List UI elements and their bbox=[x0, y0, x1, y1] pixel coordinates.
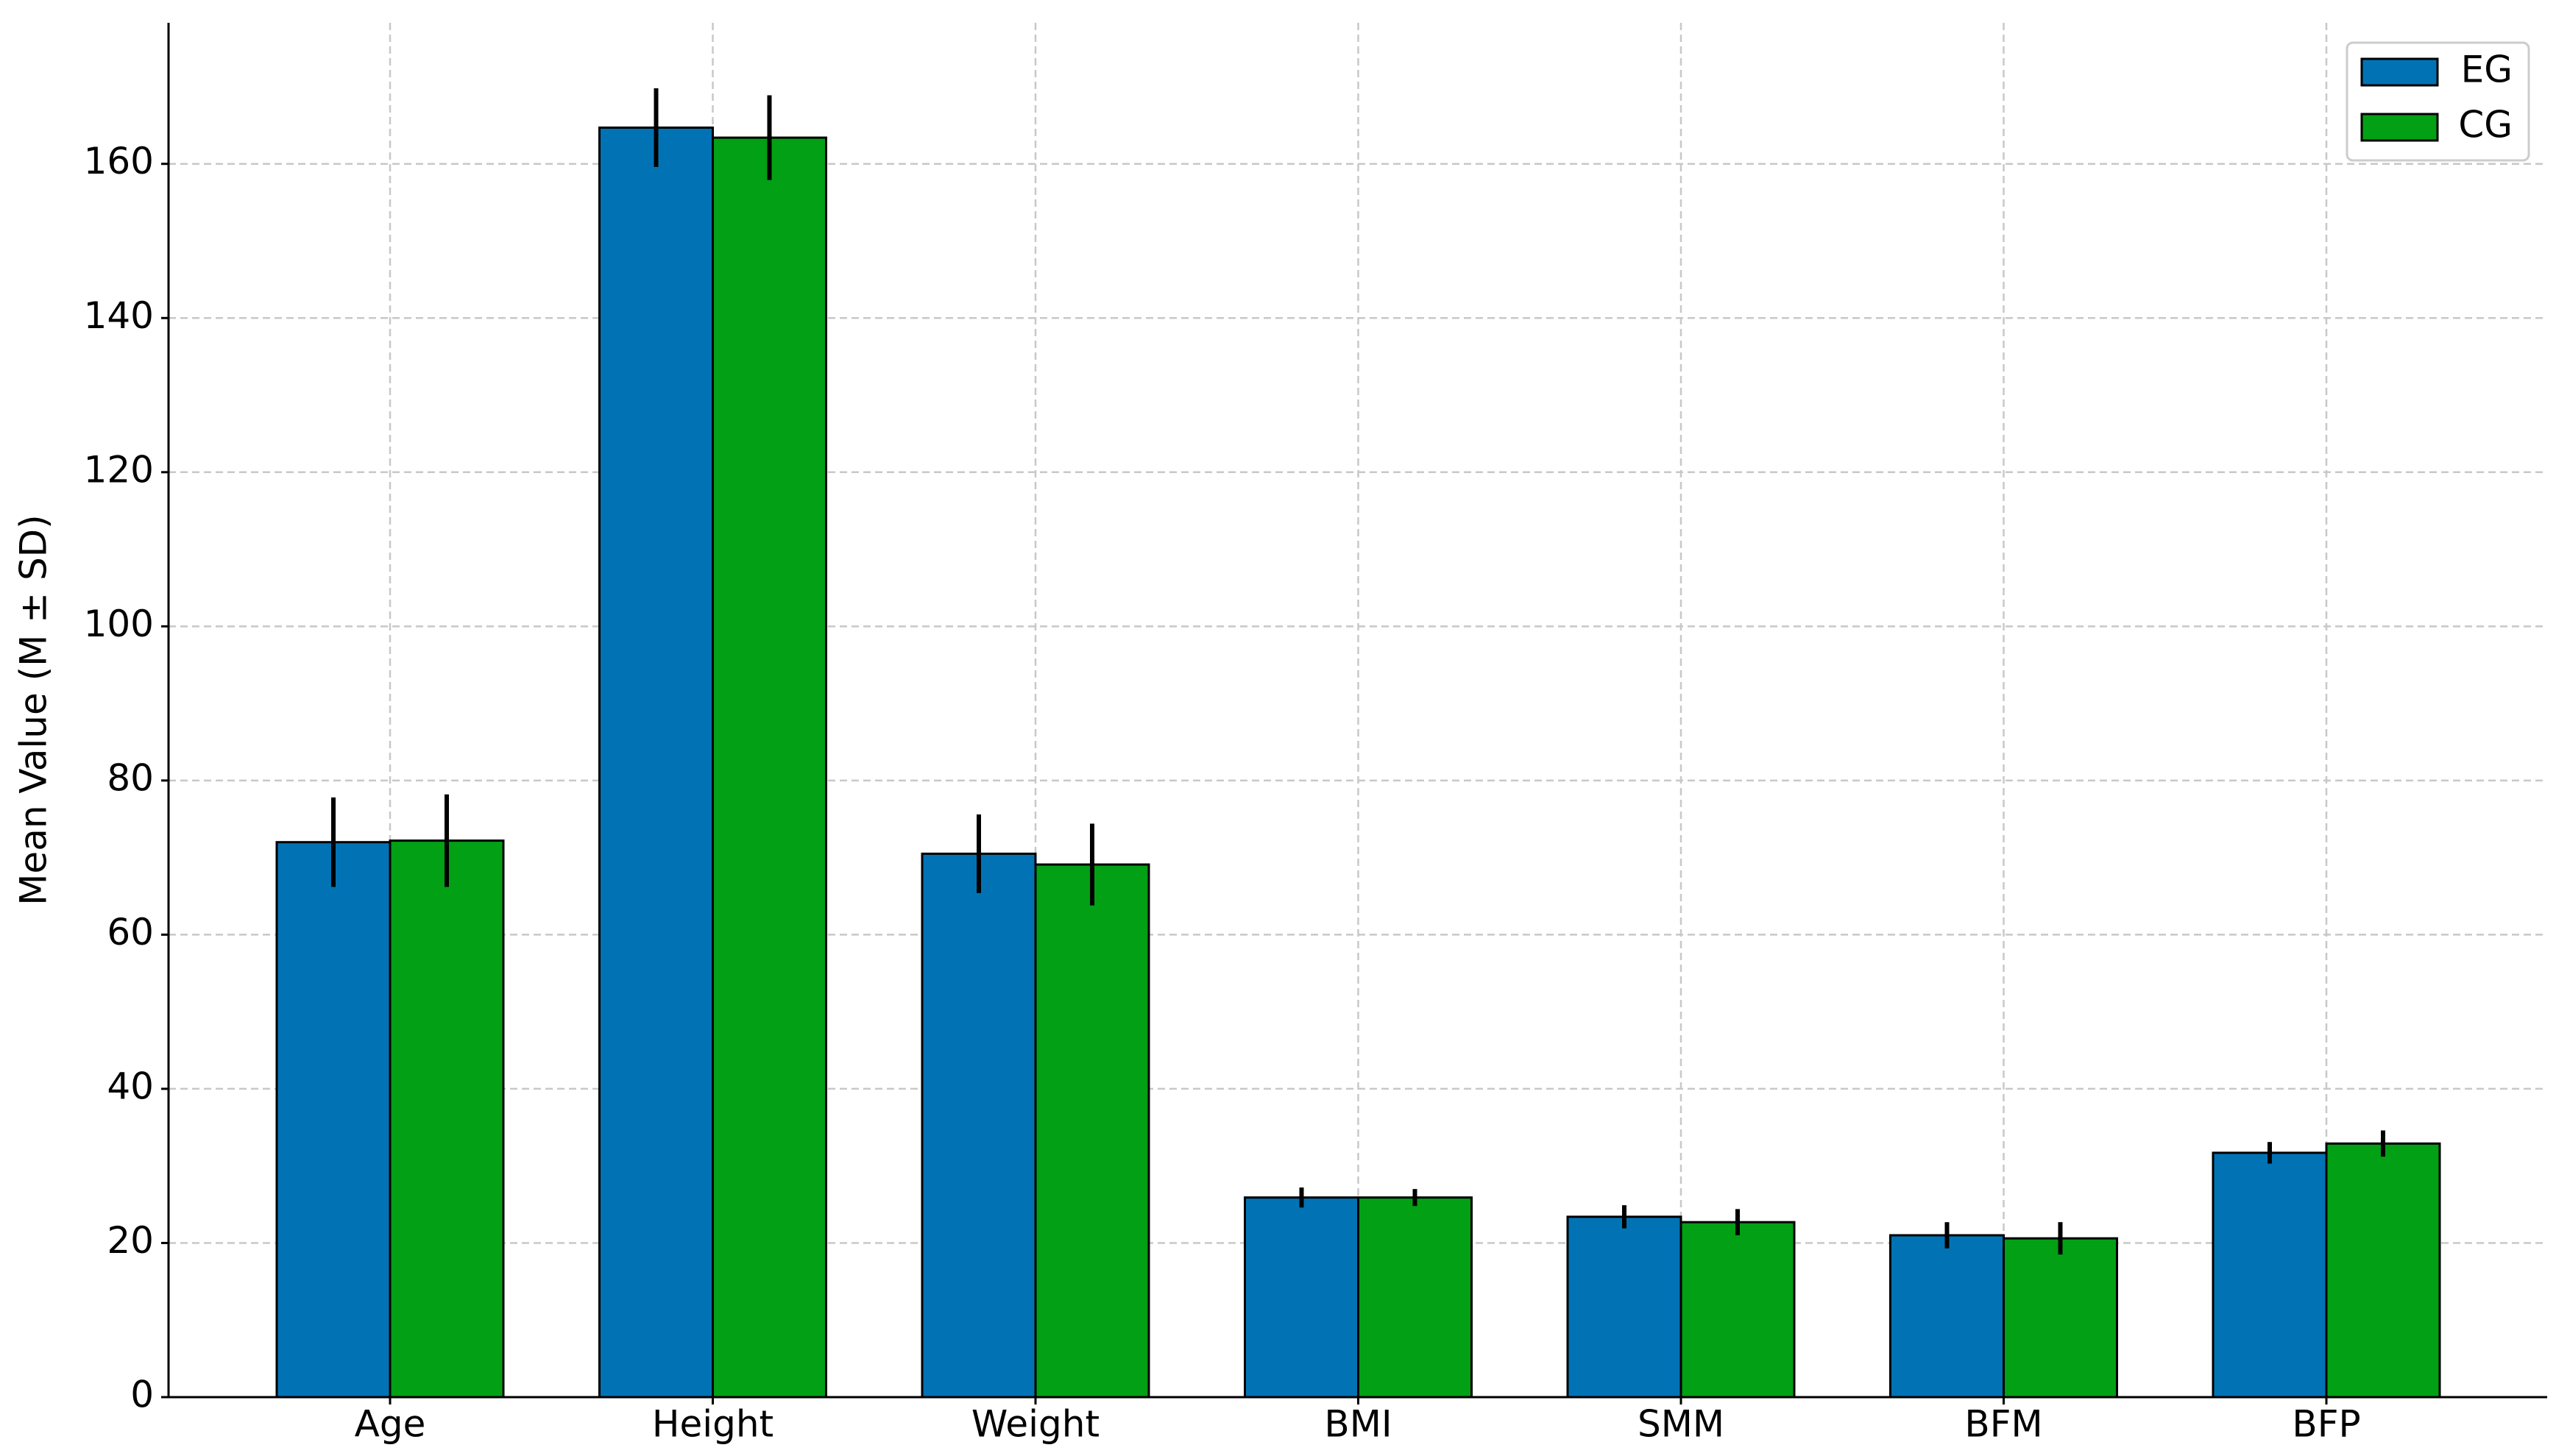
y-tick-label: 100 bbox=[84, 603, 154, 645]
y-tick-label: 120 bbox=[84, 448, 154, 491]
legend-label: EG bbox=[2461, 49, 2513, 91]
y-axis-label: Mean Value (M ± SD) bbox=[13, 514, 55, 905]
bar bbox=[1244, 1196, 1359, 1399]
x-tick-label: Weight bbox=[971, 1403, 1100, 1446]
bar bbox=[1034, 863, 1150, 1399]
y-tick-label: 40 bbox=[107, 1065, 154, 1107]
y-tick-label: 140 bbox=[84, 294, 154, 337]
bar bbox=[1679, 1221, 1796, 1399]
x-tick-label: BMI bbox=[1324, 1403, 1392, 1446]
x-tick-label: SMM bbox=[1638, 1403, 1724, 1446]
bar bbox=[921, 852, 1037, 1399]
y-tick-label: 160 bbox=[84, 140, 154, 182]
legend-swatch bbox=[2360, 113, 2439, 142]
y-tick-label: 0 bbox=[130, 1374, 154, 1416]
x-tick-label: Age bbox=[355, 1403, 426, 1446]
bar bbox=[1889, 1234, 2005, 1399]
bar bbox=[1566, 1215, 1682, 1399]
x-tick-label: Height bbox=[652, 1403, 773, 1446]
bar bbox=[275, 841, 392, 1399]
y-tick-label: 80 bbox=[107, 756, 154, 799]
bar bbox=[2212, 1151, 2328, 1399]
legend-label: CG bbox=[2458, 104, 2513, 146]
bar bbox=[598, 126, 714, 1399]
legend-swatch bbox=[2360, 57, 2439, 87]
bar bbox=[2003, 1237, 2118, 1399]
bar bbox=[2325, 1142, 2441, 1399]
bar bbox=[389, 839, 505, 1399]
bar bbox=[712, 136, 827, 1399]
x-tick-label: BFM bbox=[1964, 1403, 2042, 1446]
x-tick-label: BFP bbox=[2292, 1403, 2360, 1446]
y-tick-label: 60 bbox=[107, 911, 154, 953]
bar bbox=[1357, 1196, 1473, 1399]
y-tick-label: 20 bbox=[107, 1219, 154, 1262]
